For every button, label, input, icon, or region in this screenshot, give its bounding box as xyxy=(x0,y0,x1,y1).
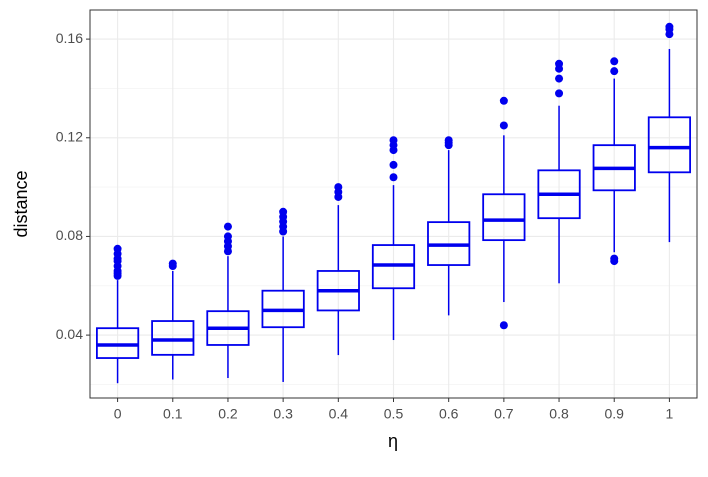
outlier xyxy=(499,321,508,330)
outlier xyxy=(168,259,177,268)
x-tick-label: 1 xyxy=(666,406,674,422)
outlier xyxy=(555,89,564,98)
x-tick-label: 0.9 xyxy=(604,406,624,422)
outlier xyxy=(610,67,619,76)
y-tick-label: 0.16 xyxy=(56,30,83,46)
box xyxy=(151,320,195,356)
x-tick-label: 0.6 xyxy=(439,406,459,422)
x-tick-label: 0.1 xyxy=(163,406,183,422)
x-tick-label: 0.3 xyxy=(273,406,293,422)
outlier xyxy=(555,74,564,83)
x-tick-label: 0.5 xyxy=(384,406,404,422)
x-tick-label: 0.2 xyxy=(218,406,238,422)
outlier xyxy=(610,254,619,263)
box xyxy=(482,193,526,242)
outlier xyxy=(499,121,508,130)
outlier xyxy=(389,173,398,182)
outlier xyxy=(665,22,674,31)
x-tick-label: 0.7 xyxy=(494,406,514,422)
y-tick-label: 0.12 xyxy=(56,128,83,144)
outlier xyxy=(334,183,343,192)
x-tick-label: 0.4 xyxy=(329,406,349,422)
outlier xyxy=(279,207,288,216)
y-tick-label: 0.04 xyxy=(56,326,83,342)
outlier xyxy=(499,96,508,105)
y-tick-label: 0.08 xyxy=(56,227,83,243)
outlier xyxy=(610,57,619,66)
x-axis-title: η xyxy=(388,431,398,451)
x-tick-label: 0 xyxy=(114,406,122,422)
box xyxy=(95,327,140,359)
panel-border xyxy=(89,9,698,399)
x-tick-label: 0.8 xyxy=(549,406,569,422)
outlier xyxy=(223,222,232,231)
outlier xyxy=(389,136,398,145)
outlier xyxy=(555,59,564,68)
outlier xyxy=(444,136,453,145)
outlier xyxy=(223,232,232,241)
y-axis-title: distance xyxy=(11,170,31,237)
outlier xyxy=(113,244,122,253)
box xyxy=(647,116,692,174)
outlier xyxy=(389,160,398,169)
